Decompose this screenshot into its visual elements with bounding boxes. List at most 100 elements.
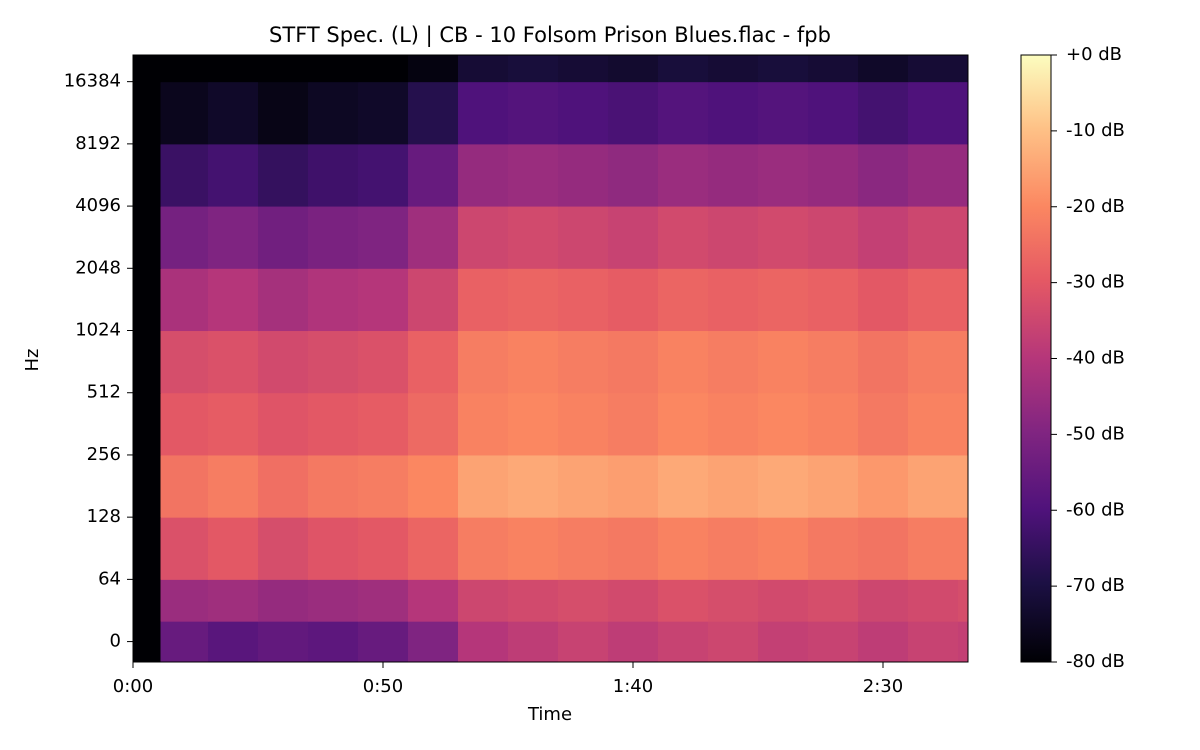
heatmap-cell: [658, 392, 709, 456]
x-tick-label: 1:40: [613, 676, 653, 697]
heatmap-cell: [458, 81, 509, 145]
heatmap-cell: [808, 579, 859, 622]
heatmap-cell: [658, 206, 709, 269]
heatmap-cell: [658, 621, 709, 663]
heatmap-cell: [358, 55, 409, 83]
heatmap-cell: [958, 330, 969, 394]
heatmap-cell: [308, 454, 359, 518]
heatmap-cell: [458, 454, 509, 518]
heatmap-cell: [708, 330, 759, 394]
heatmap-cell: [758, 143, 809, 207]
heatmap-cell: [208, 579, 259, 622]
heatmap-cell: [958, 517, 969, 580]
heatmap-cell: [808, 206, 859, 269]
heatmap-cell: [208, 392, 259, 456]
heatmap-cell: [508, 330, 559, 394]
heatmap-cell: [458, 55, 509, 83]
heatmap-cell: [958, 454, 969, 518]
heatmap-cell: [358, 621, 409, 663]
heatmap-cell: [458, 392, 509, 456]
heatmap-cell: [160, 143, 209, 207]
heatmap-cell: [708, 621, 759, 663]
heatmap-cell: [608, 206, 659, 269]
heatmap-cell: [208, 268, 259, 332]
heatmap-cell: [808, 621, 859, 663]
heatmap-cell: [708, 454, 759, 518]
heatmap-cell: [408, 454, 459, 518]
y-tick-label: 4096: [75, 195, 121, 216]
y-tick-label: 512: [87, 382, 121, 403]
heatmap-cell: [133, 330, 161, 394]
heatmap-cell: [208, 330, 259, 394]
heatmap-cell: [208, 55, 259, 83]
heatmap-cell: [908, 517, 959, 580]
heatmap-cell: [508, 55, 559, 83]
heatmap-cell: [258, 517, 309, 580]
heatmap-cell: [908, 621, 959, 663]
heatmap-cell: [958, 55, 969, 83]
heatmap-cell: [608, 330, 659, 394]
colorbar-tick-label: +0 dB: [1066, 44, 1122, 65]
heatmap-cell: [408, 579, 459, 622]
y-tick-label: 256: [87, 444, 121, 465]
heatmap-cell: [258, 81, 309, 145]
heatmap-cell: [808, 454, 859, 518]
heatmap-cell: [608, 143, 659, 207]
heatmap-cell: [160, 81, 209, 145]
heatmap-cell: [758, 392, 809, 456]
heatmap-cell: [958, 143, 969, 207]
heatmap-cell: [758, 579, 809, 622]
heatmap-cell: [558, 454, 609, 518]
y-tick-label: 128: [87, 506, 121, 527]
heatmap-cell: [858, 81, 909, 145]
heatmap-cell: [658, 268, 709, 332]
heatmap-cell: [958, 579, 969, 622]
heatmap-cell: [408, 621, 459, 663]
y-tick-label: 1024: [75, 320, 121, 341]
heatmap-cell: [133, 517, 161, 580]
heatmap-cell: [508, 143, 559, 207]
heatmap-cell: [358, 454, 409, 518]
heatmap-cell: [758, 454, 809, 518]
heatmap-cell: [808, 143, 859, 207]
y-tick-label: 2048: [75, 257, 121, 278]
heatmap-cell: [608, 517, 659, 580]
heatmap-cell: [308, 268, 359, 332]
heatmap-cell: [160, 330, 209, 394]
heatmap-cell: [208, 454, 259, 518]
heatmap-cell: [308, 55, 359, 83]
colorbar-tick-label: -80 dB: [1066, 651, 1125, 672]
heatmap-cell: [408, 330, 459, 394]
heatmap-cell: [308, 579, 359, 622]
heatmap-cell: [308, 392, 359, 456]
heatmap-cell: [908, 143, 959, 207]
heatmap-cell: [258, 143, 309, 207]
plot-frame: [132, 54, 969, 663]
heatmap-cell: [958, 268, 969, 332]
heatmap-cell: [808, 517, 859, 580]
heatmap-cell: [758, 621, 809, 663]
heatmap-cell: [408, 206, 459, 269]
heatmap-cell: [908, 330, 959, 394]
heatmap-cell: [308, 517, 359, 580]
heatmap-cell: [358, 392, 409, 456]
colorbar-tick-label: -40 dB: [1066, 348, 1125, 369]
heatmap-cell: [808, 81, 859, 145]
heatmap-cell: [458, 330, 509, 394]
heatmap-cell: [308, 206, 359, 269]
heatmap-cell: [758, 517, 809, 580]
heatmap-cell: [808, 330, 859, 394]
heatmap-cell: [308, 330, 359, 394]
heatmap-cell: [958, 392, 969, 456]
heatmap-cell: [858, 268, 909, 332]
heatmap-cell: [258, 330, 309, 394]
heatmap-cell: [558, 55, 609, 83]
colorbar-tick-label: -60 dB: [1066, 499, 1125, 520]
heatmap-cell: [558, 517, 609, 580]
x-tick-label: 2:30: [863, 676, 903, 697]
heatmap-cell: [358, 206, 409, 269]
heatmap-cell: [958, 81, 969, 145]
x-axis-label: Time: [527, 704, 572, 725]
colorbar: [1020, 54, 1052, 663]
